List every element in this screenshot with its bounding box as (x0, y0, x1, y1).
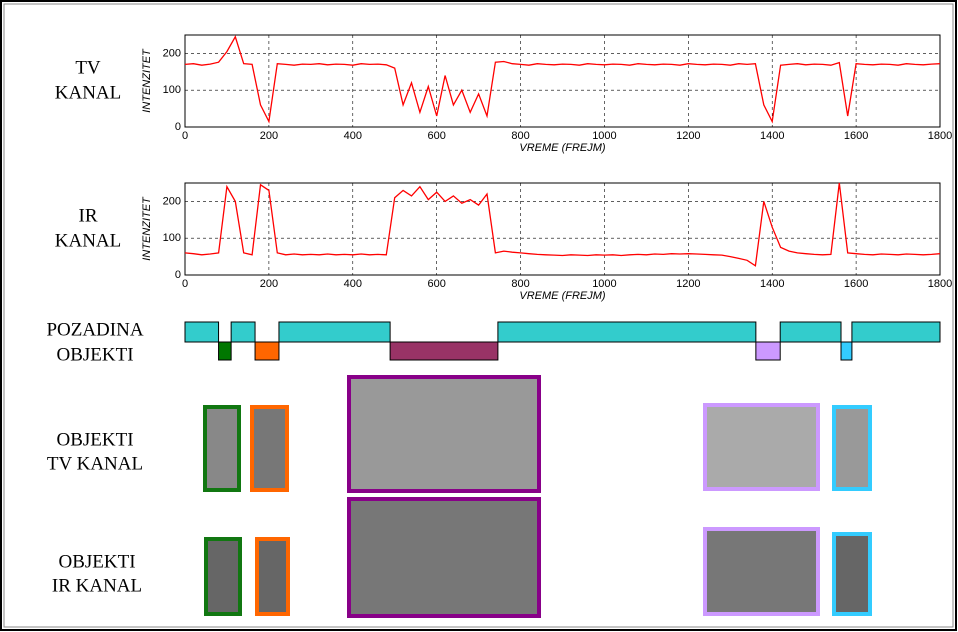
thumb-ir-4 (703, 527, 820, 616)
row-label: KANAL (55, 82, 122, 103)
x-tick-label: 1800 (928, 130, 952, 142)
plot-area (184, 34, 941, 128)
x-axis-label: VREME (FREJM) (519, 290, 606, 302)
y-tick-label: 100 (163, 84, 181, 96)
background-segment (278, 321, 391, 343)
thumb-ir-3 (347, 497, 541, 618)
object-segment (840, 341, 853, 361)
x-tick-label: 1200 (676, 278, 700, 290)
thumb-ir-5 (832, 532, 872, 616)
x-tick-label: 1200 (676, 130, 700, 142)
x-tick-label: 1000 (592, 278, 616, 290)
y-axis-label: INTENZITET (141, 48, 153, 113)
x-tick-label: 1000 (592, 130, 616, 142)
thumb-tv-5 (832, 405, 872, 491)
x-axis-label: VREME (FREJM) (519, 142, 606, 154)
x-tick-label: 400 (344, 278, 362, 290)
thumb-tv-3 (347, 375, 541, 493)
y-tick-label: 0 (175, 269, 181, 281)
background-segment (184, 321, 220, 343)
x-tick-label: 200 (260, 278, 278, 290)
x-tick-label: 0 (182, 130, 188, 142)
thumb-ir-2 (255, 537, 290, 616)
thumb-tv-4 (703, 403, 820, 491)
object-segment (389, 341, 499, 361)
x-tick-label: 800 (511, 278, 529, 290)
object-segment (755, 341, 781, 361)
background-segment (851, 321, 941, 343)
y-axis-label: INTENZITET (141, 196, 153, 261)
x-tick-label: 1400 (760, 278, 784, 290)
background-segment (230, 321, 256, 343)
plot-area (184, 182, 941, 276)
x-tick-label: 400 (344, 130, 362, 142)
y-tick-label: 0 (175, 121, 181, 133)
timeline-label: OBJEKTI (56, 344, 133, 365)
row-label: TV (75, 57, 101, 78)
x-tick-label: 1400 (760, 130, 784, 142)
thumbnails (203, 375, 872, 618)
object-segment (254, 341, 280, 361)
tv-objects-label: OBJEKTI (56, 429, 133, 450)
x-tick-label: 0 (182, 278, 188, 290)
tv-objects-label: TV KANAL (47, 453, 143, 474)
x-tick-label: 200 (260, 130, 278, 142)
x-tick-label: 1600 (844, 130, 868, 142)
thumb-tv-2 (250, 405, 289, 492)
ir-objects-label: IR KANAL (52, 575, 142, 596)
row-label: IR (79, 205, 98, 226)
ir-objects-label: OBJEKTI (58, 551, 135, 572)
background-segment (779, 321, 842, 343)
x-tick-label: 1800 (928, 278, 952, 290)
x-tick-label: 600 (427, 130, 445, 142)
line (184, 35, 941, 124)
x-tick-label: 800 (511, 130, 529, 142)
object-segment (218, 341, 232, 361)
line (184, 182, 941, 267)
row-label: KANAL (55, 230, 122, 251)
y-tick-label: 100 (163, 232, 181, 244)
x-tick-label: 600 (427, 278, 445, 290)
x-tick-label: 1600 (844, 278, 868, 290)
thumb-ir-1 (204, 537, 242, 616)
background-segment (497, 321, 757, 343)
inner-frame (3, 3, 954, 628)
timeline-label: POZADINA (46, 319, 143, 340)
thumb-tv-1 (203, 405, 241, 492)
y-tick-label: 200 (163, 47, 181, 59)
y-tick-label: 200 (163, 195, 181, 207)
